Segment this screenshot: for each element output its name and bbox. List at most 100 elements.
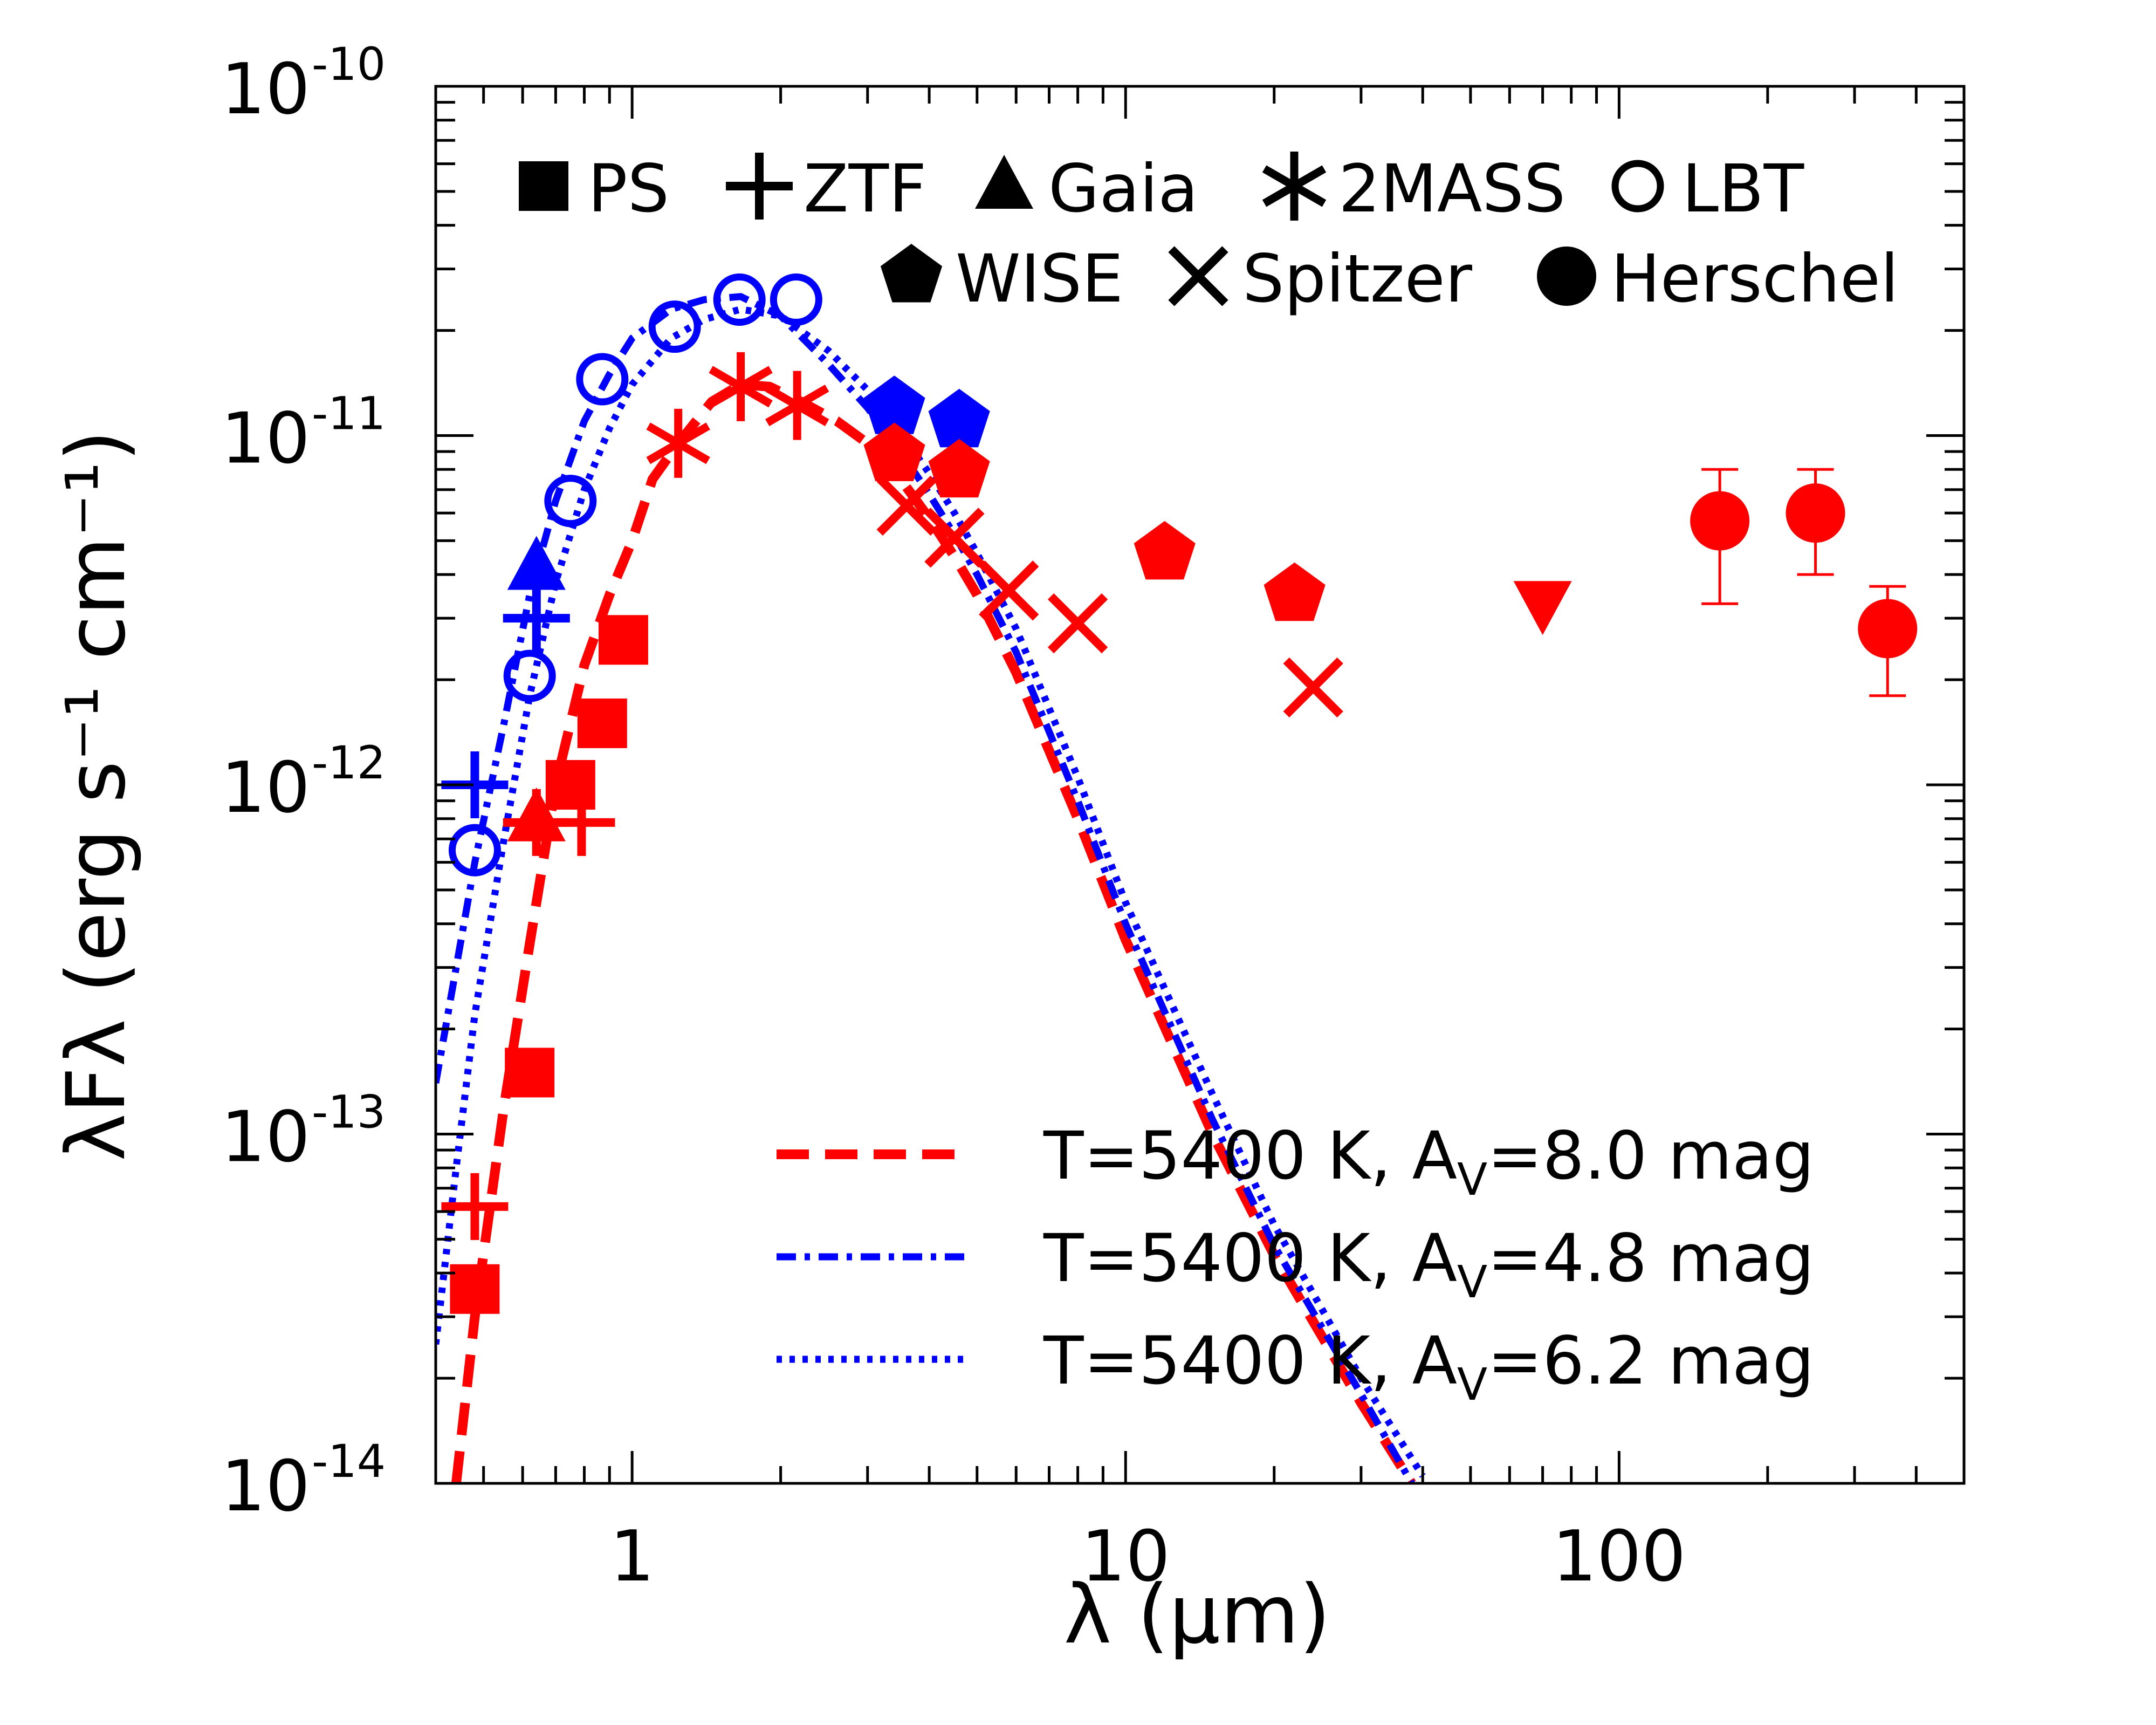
wise-point-red-2-shape	[928, 439, 990, 498]
legend-line-text2-1: =8.0 mag	[1487, 1118, 1814, 1194]
herschel-point-red-3-shape	[1858, 599, 1918, 659]
lbt-point-blue-1-shape	[448, 824, 501, 877]
wise-point-red-2	[928, 439, 990, 498]
legend-line-sub-1: V	[1457, 1154, 1487, 1206]
legend-marker-ztf-shape	[726, 153, 793, 220]
wise-point-red-3-shape	[1134, 521, 1196, 580]
legend-label-ps: PS	[588, 150, 669, 227]
y-tick-exponent-1: -10	[312, 38, 386, 91]
spitzer-point-red-2	[924, 508, 985, 568]
lbt-point-blue-5-shape	[648, 300, 701, 353]
x-tick-label-1: 1	[610, 1515, 655, 1597]
legend-marker-gaia-shape	[975, 155, 1033, 209]
spitzer-point-red-1-shape	[876, 475, 937, 536]
legend-line-label-3: T=5400 K, AV=6.2 mag	[1043, 1323, 1814, 1411]
legend-marker-lbt	[1611, 160, 1664, 213]
legend-line-sub-3: V	[1457, 1359, 1487, 1411]
lbt-point-blue-7	[770, 273, 822, 326]
wise-point-red-3	[1134, 521, 1196, 580]
legend-line-label-2: T=5400 K, AV=4.8 mag	[1043, 1220, 1814, 1308]
wise-point-blue-2-shape	[928, 388, 990, 448]
legend-marker-wise-shape	[880, 244, 943, 303]
legend-line-text-1: T=5400 K, A	[1043, 1118, 1457, 1194]
herschel-point-red-2-shape	[1786, 483, 1845, 543]
herschel-point-red-1-shape	[1690, 491, 1750, 551]
wise-point-red-1	[863, 422, 925, 481]
spitzer-point-red-5-shape	[1283, 657, 1343, 718]
y-tick-label-1: 10	[221, 48, 310, 130]
ztf-point-blue-2-shape	[503, 585, 570, 652]
legend-marker-2mass-shape	[1262, 152, 1327, 221]
legend-line-text-3: T=5400 K, A	[1043, 1323, 1457, 1399]
lbt-point-blue-3-shape	[544, 475, 597, 528]
y-tick-exponent-5: -14	[312, 1435, 386, 1488]
lbt-point-blue-6-shape	[713, 273, 766, 326]
data-points	[441, 273, 1918, 1314]
wise-point-blue-2	[928, 388, 990, 448]
lbt-point-blue-4-shape	[576, 353, 629, 406]
herschel-point-red-1	[1513, 581, 1572, 635]
ps-point-red-5-shape	[598, 615, 648, 665]
herschel-point-red-1	[1690, 491, 1750, 551]
legend-marker-spitzer	[1168, 246, 1228, 306]
ps-point-red-2	[505, 1048, 555, 1098]
spitzer-point-red-2-shape	[924, 508, 985, 568]
legend-marker-ps	[519, 161, 568, 211]
herschel-point-red-1-shape	[1513, 581, 1572, 635]
y-tick-label-3: 10	[221, 747, 310, 829]
model-curve-3	[436, 305, 1426, 1478]
ztf-point-red-1-shape	[441, 1173, 509, 1240]
y-tick-label-4: 10	[221, 1096, 310, 1178]
lbt-point-blue-4	[576, 353, 629, 406]
lbt-point-blue-6	[713, 273, 766, 326]
2mass-point-red-1	[646, 408, 710, 478]
y-tick-exponent-4: -13	[312, 1086, 386, 1139]
legend-marker-2mass	[1262, 152, 1327, 221]
legend-line-text2-3: =6.2 mag	[1487, 1323, 1814, 1399]
legend-marker-ztf	[726, 153, 793, 220]
x-tick-label-3: 100	[1552, 1515, 1686, 1597]
legend: PS ZTF Gaia 2MASS LBT WISE Spitzer Herschel T=54…	[519, 150, 1899, 1411]
ztf-point-red-3-shape	[548, 789, 615, 856]
legend-label-herschel: Herschel	[1611, 241, 1899, 317]
lbt-point-blue-1	[448, 824, 501, 877]
lbt-point-blue-5	[648, 300, 701, 353]
gaia-point-blue-1	[507, 536, 566, 590]
x-tick-label-2: 10	[1081, 1515, 1170, 1597]
ps-point-red-4-shape	[577, 698, 627, 748]
y-tick-label-5: 10	[221, 1445, 310, 1527]
ztf-point-red-1	[441, 1173, 509, 1240]
x-axis-label: λ (μm)	[1063, 1568, 1330, 1662]
legend-label-wise: WISE	[956, 241, 1123, 317]
legend-label-spitzer: Spitzer	[1242, 241, 1473, 317]
legend-marker-lbt-shape	[1611, 160, 1664, 213]
spitzer-point-red-1	[876, 475, 937, 536]
ztf-point-red-3	[548, 789, 615, 856]
legend-marker-gaia	[975, 155, 1033, 209]
2mass-point-red-3	[765, 371, 829, 440]
wise-point-red-1-shape	[863, 422, 925, 481]
herschel-point-red-3	[1858, 599, 1918, 659]
gaia-point-blue-1-shape	[507, 536, 566, 590]
legend-marker-wise	[880, 244, 943, 303]
ps-point-red-2-shape	[505, 1048, 555, 1098]
legend-line-sub-2: V	[1457, 1257, 1487, 1308]
legend-marker-herschel-shape	[1537, 247, 1596, 306]
wise-point-blue-1-shape	[863, 375, 925, 434]
y-tick-exponent-2: -11	[312, 387, 386, 440]
wise-point-red-4	[1264, 562, 1326, 621]
ztf-point-blue-2	[503, 585, 570, 652]
legend-label-ztf: ZTF	[804, 150, 926, 227]
ps-point-red-3	[545, 760, 595, 810]
spitzer-point-red-3	[979, 560, 1039, 621]
lbt-point-blue-7-shape	[770, 273, 822, 326]
y-tick-label-2: 10	[221, 398, 310, 480]
legend-marker-ps-shape	[519, 161, 568, 211]
legend-label-gaia: Gaia	[1048, 150, 1198, 227]
2mass-point-red-2	[709, 352, 773, 421]
lbt-point-blue-3	[544, 475, 597, 528]
wise-point-red-4-shape	[1264, 562, 1326, 621]
wise-point-blue-1	[863, 375, 925, 434]
spitzer-point-red-4	[1047, 593, 1108, 654]
